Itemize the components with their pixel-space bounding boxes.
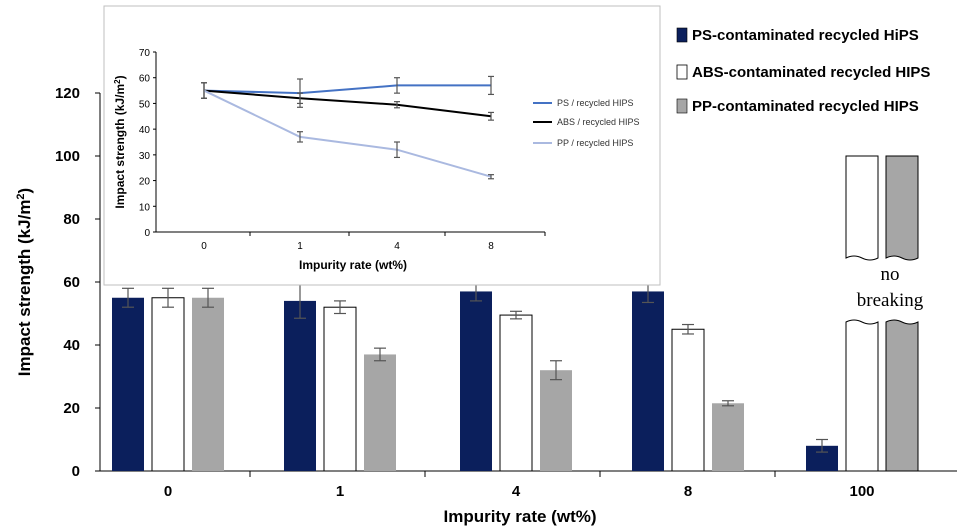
- inset-y-tick-label: 70: [139, 48, 151, 59]
- error-bar: [816, 438, 828, 453]
- inset-x-axis-title: Impurity rate (wt%): [299, 258, 407, 272]
- bar: [323, 306, 357, 472]
- broken-bar-bottom: [845, 319, 879, 472]
- no-breaking-bars: [845, 155, 919, 472]
- main-y-tick-label: 40: [63, 337, 80, 354]
- inset-error-bar: [297, 131, 303, 143]
- error-bar: [122, 287, 134, 308]
- no-breaking-label-line1: no: [881, 264, 900, 285]
- main-y-tick-label: 60: [63, 274, 80, 291]
- bar: [284, 300, 316, 471]
- inset-error-bar: [488, 174, 494, 180]
- main-y-tick-label: 100: [55, 148, 80, 165]
- error-bar: [510, 310, 522, 320]
- inset-chart: 0 10 20 30 40 50 60 70 0 1 4 8 Impurity rate (wt%)…: [103, 5, 661, 286]
- inset-error-bar: [201, 82, 207, 99]
- legend-label-abs: ABS-contaminated recycled HIPS: [692, 64, 930, 81]
- main-x-tick-label: 0: [164, 483, 172, 500]
- error-bar: [722, 400, 734, 407]
- inset-frame: [103, 5, 661, 286]
- bar: [671, 328, 705, 472]
- no-breaking-label-line2: breaking: [857, 290, 924, 311]
- main-x-tick-label: 4: [512, 483, 521, 500]
- bar: [632, 291, 664, 471]
- main-x-axis-title: Impurity rate (wt%): [443, 507, 596, 526]
- inset-legend-label-ps: PS / recycled HIPS: [557, 98, 634, 108]
- inset-error-bar: [297, 92, 303, 105]
- inset-legend-label-pp: PP / recycled HIPS: [557, 138, 633, 148]
- inset-y-tick-label: 40: [139, 125, 151, 136]
- inset-y-tick-label: 10: [139, 202, 151, 213]
- inset-legend-label-abs: ABS / recycled HIPS: [557, 117, 640, 127]
- inset-y-tick-label: 30: [139, 151, 151, 162]
- bar: [499, 314, 533, 472]
- error-bar: [162, 287, 174, 308]
- legend-swatch-ps: [676, 27, 688, 43]
- main-x-tick-label: 100: [849, 483, 874, 500]
- bar: [112, 297, 144, 471]
- main-y-tick-label: 0: [72, 463, 80, 480]
- broken-bar-top: [845, 155, 879, 261]
- inset-error-bar: [488, 75, 494, 96]
- inset-lines: [201, 75, 494, 180]
- inset-x-tick-label: 8: [488, 241, 494, 252]
- bar: [151, 297, 185, 472]
- inset-y-tick-label: 60: [139, 74, 151, 85]
- main-legend: PS-contaminated recycled HiPS ABS-contam…: [676, 27, 930, 115]
- inset-error-bar: [394, 101, 400, 109]
- error-bar: [374, 347, 386, 362]
- inset-y-tick-label: 20: [139, 177, 151, 188]
- inset-y-tick-label: 0: [144, 228, 150, 239]
- main-y-tick-label: 80: [63, 211, 80, 228]
- main-bars: [112, 155, 919, 472]
- bar: [460, 291, 492, 471]
- main-y-tick-label: 120: [55, 85, 80, 102]
- main-y-tick-label: 20: [63, 400, 80, 417]
- error-bar: [550, 360, 562, 381]
- main-y-ticks: 0 20 40 60 80 100 120: [55, 85, 100, 480]
- inset-error-bar: [488, 111, 494, 121]
- legend-label-pp: PP-contaminated recycled HIPS: [692, 98, 919, 115]
- main-x-tick-label: 1: [336, 483, 344, 500]
- inset-error-bar: [394, 141, 400, 159]
- inset-series-line: [203, 89, 492, 118]
- inset-series-line: [203, 89, 492, 178]
- inset-error-bar: [394, 77, 400, 94]
- main-x-tick-label: 8: [684, 483, 692, 500]
- broken-bar-bottom: [885, 319, 919, 472]
- error-bar: [682, 323, 694, 335]
- inset-y-ticks: 0 10 20 30 40 50 60 70: [139, 48, 156, 239]
- inset-legend: PS / recycled HIPS ABS / recycled HIPS P…: [533, 98, 640, 148]
- error-bar: [202, 287, 214, 308]
- error-bar: [334, 300, 346, 315]
- bar: [712, 403, 744, 471]
- inset-y-tick-label: 50: [139, 99, 151, 110]
- main-y-axis-title: Impact strength (kJ/m2): [15, 188, 34, 376]
- inset-x-tick-label: 1: [297, 241, 303, 252]
- bar: [364, 354, 396, 471]
- legend-label-ps: PS-contaminated recycled HiPS: [692, 27, 919, 44]
- inset-x-tick-label: 4: [394, 241, 400, 252]
- inset-y-axis-title: Impact strength (kJ/m2): [113, 75, 127, 208]
- legend-swatch-pp: [676, 98, 688, 114]
- inset-x-tick-label: 0: [201, 241, 207, 252]
- legend-swatch-abs: [676, 64, 688, 80]
- main-x-ticks: 0 1 4 8 100: [164, 471, 875, 500]
- inset-x-ticks: 0 1 4 8: [201, 232, 546, 252]
- broken-bar-top: [885, 155, 919, 261]
- bar: [192, 297, 224, 471]
- inset-series-line: [203, 84, 491, 95]
- bar: [540, 370, 572, 471]
